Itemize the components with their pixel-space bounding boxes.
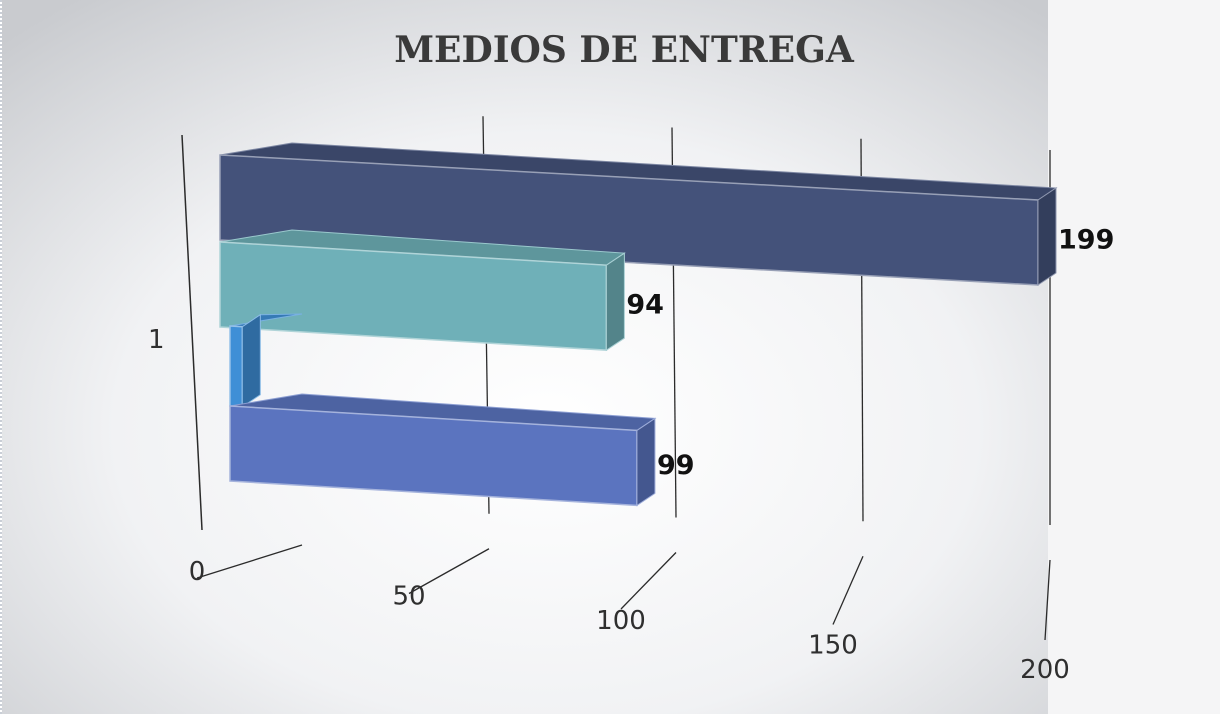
- plot-background: [2, 0, 1048, 714]
- bar-side-face: [1037, 187, 1057, 286]
- category-label: 1: [148, 325, 165, 355]
- vertical-axis-line: [181, 134, 203, 531]
- bar-side-face: [636, 417, 656, 507]
- bars: [219, 142, 1058, 507]
- plot-right-strip: [1048, 0, 1220, 714]
- bar-side-face: [605, 252, 625, 352]
- floor-gridline: [408, 548, 490, 595]
- floor-gridline: [196, 544, 303, 579]
- bar: [229, 325, 244, 408]
- data-label: 199: [1058, 224, 1114, 255]
- x-tick-label: 100: [596, 606, 646, 636]
- floor-gridline: [832, 555, 864, 625]
- bar-side-face: [241, 313, 261, 408]
- x-tick-label: 50: [392, 582, 425, 612]
- floor-gridline: [620, 552, 677, 610]
- x-tick-label: 0: [189, 557, 206, 587]
- labels: 0 50 100 150 200 199 94 99: [189, 224, 1115, 685]
- x-tick-label: 200: [1020, 655, 1070, 685]
- x-tick-label: 150: [808, 631, 858, 661]
- data-label: 94: [626, 290, 664, 321]
- chart-title: MEDIOS DE ENTREGA: [394, 29, 855, 71]
- data-label: 99: [657, 450, 695, 481]
- floor-gridline: [1044, 559, 1051, 641]
